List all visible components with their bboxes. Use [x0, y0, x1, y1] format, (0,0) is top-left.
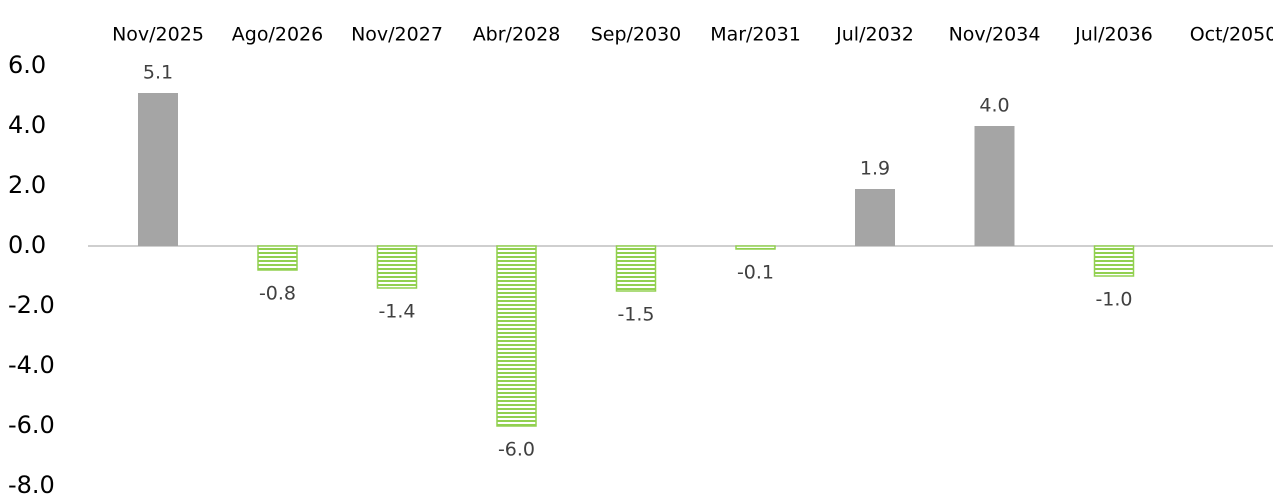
y-tick-label: -2.0 — [8, 291, 55, 319]
x-tick-label: Nov/2025 — [112, 24, 204, 46]
data-label: -1.5 — [617, 304, 654, 326]
bar — [1093, 245, 1135, 277]
x-tick-label: Nov/2027 — [351, 24, 443, 46]
y-tick-label: 6.0 — [8, 51, 46, 79]
x-tick-label: Jul/2036 — [1074, 24, 1153, 46]
x-tick-label: Abr/2028 — [473, 24, 561, 46]
y-tick-label: -4.0 — [8, 351, 55, 379]
x-tick-label: Mar/2031 — [710, 24, 801, 46]
bar — [974, 126, 1015, 246]
y-tick-label: 0.0 — [8, 231, 46, 259]
bar — [138, 93, 178, 246]
bar — [855, 189, 895, 246]
bar — [376, 245, 418, 289]
bar — [735, 245, 776, 250]
bar — [615, 245, 657, 292]
x-tick-label: Nov/2034 — [949, 24, 1041, 46]
y-tick-label: -8.0 — [8, 471, 55, 499]
data-label: 4.0 — [979, 95, 1009, 117]
bar — [496, 245, 537, 427]
data-label: 5.1 — [143, 62, 173, 84]
data-label: -0.1 — [737, 262, 774, 284]
x-tick-label: Ago/2026 — [232, 24, 323, 46]
y-tick-label: 2.0 — [8, 171, 46, 199]
data-label: 1.9 — [860, 158, 890, 180]
y-tick-label: 4.0 — [8, 111, 46, 139]
x-tick-label: Sep/2030 — [591, 24, 682, 46]
data-label: -1.4 — [378, 301, 415, 323]
data-label: -6.0 — [498, 439, 535, 461]
x-tick-label: Oct/2050 — [1190, 24, 1273, 46]
data-label: -1.0 — [1095, 289, 1132, 311]
y-tick-label: -6.0 — [8, 411, 55, 439]
bar — [257, 245, 298, 271]
x-tick-label: Jul/2032 — [835, 24, 914, 46]
data-label: -0.8 — [259, 283, 296, 305]
